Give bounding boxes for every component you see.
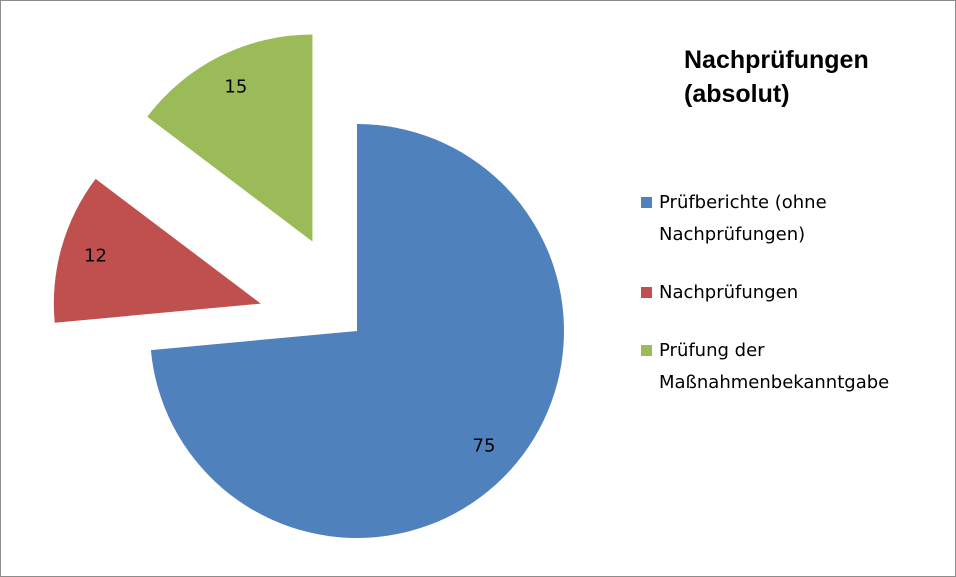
legend-swatch (641, 345, 652, 356)
legend-item: Prüfung der Maßnahmenbekanntgabe (641, 335, 951, 399)
chart-title: Nachprüfungen (absolut) (684, 46, 869, 108)
legend-label: Nachprüfungen (659, 282, 799, 303)
data-label: 75 (473, 436, 496, 457)
data-label: 15 (224, 77, 247, 98)
legend: Prüfberichte (ohne Nachprüfungen) Nachprü… (641, 187, 951, 425)
pie-slice (147, 34, 313, 242)
legend-label: Prüfberichte (ohne Nachprüfungen) (659, 192, 827, 245)
legend-item: Prüfberichte (ohne Nachprüfungen) (641, 187, 951, 251)
data-label: 12 (84, 246, 107, 267)
legend-swatch (641, 197, 652, 208)
legend-item: Nachprüfungen (641, 277, 951, 309)
legend-swatch (641, 287, 652, 298)
pie-slice (150, 124, 564, 538)
pie-slice (53, 178, 261, 323)
legend-label: Prüfung der Maßnahmenbekanntgabe (659, 340, 890, 393)
